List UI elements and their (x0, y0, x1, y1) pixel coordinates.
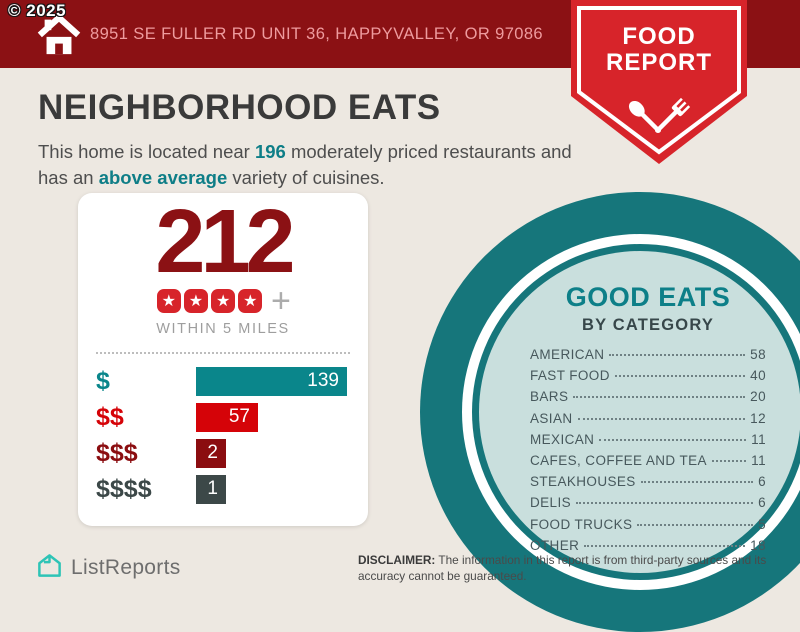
page-title: NEIGHBORHOOD EATS (38, 88, 441, 127)
category-value: 6 (758, 474, 766, 490)
category-value: 58 (750, 347, 766, 362)
badge-line2: REPORT (606, 49, 712, 76)
price-tier-bar: 1 (196, 474, 226, 504)
copyright-year: © 2025 (8, 1, 67, 20)
brand-logo: ListReports (36, 552, 181, 584)
food-report-ribbon: FOOD REPORT (570, 0, 748, 171)
category-value: 6 (758, 495, 766, 511)
price-tier-row: $$ 57 (96, 402, 350, 432)
price-tier-label: $$ (96, 402, 124, 431)
category-label: ASIAN (530, 410, 573, 426)
price-tier-label: $$$$ (96, 474, 152, 503)
price-tier-value: 1 (207, 478, 218, 500)
price-tier-row: $$$ 2 (96, 438, 350, 468)
category-label: FAST FOOD (530, 368, 610, 384)
dotted-leader (614, 375, 746, 378)
category-label: OTHER (530, 537, 580, 553)
price-tier-bar: 57 (196, 402, 258, 432)
category-value: 11 (751, 452, 766, 468)
good-eats-title: GOOD EATS (565, 282, 731, 312)
listreports-house-icon (36, 552, 63, 584)
property-address: 8951 SE FULLER RD UNIT 36, HAPPYVALLEY, … (90, 24, 544, 43)
price-tier-label: $$$ (96, 438, 138, 467)
price-tier-bar: 2 (196, 438, 226, 468)
disclaimer: DISCLAIMER: The information in this repo… (358, 553, 796, 585)
category-row: OTHER 18 (530, 538, 766, 559)
radius-caption: WITHIN 5 MILES (156, 320, 290, 337)
price-tier-value: 57 (228, 406, 250, 428)
total-restaurant-count: 212 (155, 192, 295, 292)
dotted-leader (711, 459, 747, 462)
price-tier-value: 139 (307, 370, 339, 392)
category-value: 11 (751, 431, 766, 447)
category-label: AMERICAN (530, 347, 605, 362)
home-icon (36, 11, 82, 62)
price-tier-value: 2 (207, 442, 218, 464)
category-row: DELIS 6 (530, 495, 766, 516)
category-value: 12 (750, 410, 766, 426)
category-row: BARS 20 (530, 389, 766, 410)
star-glyph: ★ (243, 290, 258, 310)
dotted-leader (584, 544, 746, 547)
price-tier-label: $ (96, 366, 110, 395)
category-value: 18 (750, 537, 766, 553)
star-glyph: ★ (188, 290, 204, 310)
star-icon: ★ (238, 288, 263, 313)
star-glyph: ★ (215, 290, 231, 310)
dotted-leader (640, 481, 754, 484)
disclaimer-text: The information in this report is from t… (358, 553, 767, 583)
dotted-divider (96, 351, 350, 354)
category-list: AMERICAN 58 FAST FOOD 40 BARS 20 ASIAN 12 MEXICA… (530, 347, 766, 559)
dotted-leader (573, 396, 746, 399)
category-label: FOOD TRUCKS (530, 516, 633, 532)
restaurant-summary-card: 212 ★ ★ ★ ★ + WITHIN 5 MILES $139 $$ 57 $$$ 2 $$$… (78, 193, 368, 526)
dotted-leader (609, 354, 746, 356)
subtitle-post: variety of cuisines. (227, 166, 385, 188)
subtitle-pre: This home is located near (38, 141, 255, 162)
star-icon: ★ (211, 288, 236, 313)
spoon-fork-crossed-icon (628, 97, 691, 133)
category-label: CAFES, COFFEE AND TEA (530, 452, 707, 468)
variety-highlight: above average (98, 166, 228, 188)
page-subtitle: This home is located near 196 moderately… (38, 139, 590, 190)
price-tier-row: $$$$ 1 (96, 474, 350, 504)
star-rating: ★ ★ ★ ★ + (78, 281, 368, 320)
plus-sign: + (270, 281, 291, 320)
category-row: STEAKHOUSES 6 (530, 474, 766, 495)
category-row: FAST FOOD 40 (530, 368, 766, 389)
price-tier-bar: 139 (196, 366, 347, 396)
good-eats-panel: GOOD EATS BY CATEGORY AMERICAN 58 FAST FOO… (530, 282, 766, 559)
dotted-leader (576, 502, 754, 505)
category-row: MEXICAN 11 (530, 432, 766, 453)
price-tier-bar-chart: $139 $$ 57 $$$ 2 $$$$ 1 (78, 366, 368, 504)
star-glyph: ★ (161, 290, 176, 310)
category-value: 20 (750, 389, 766, 405)
price-tier-row: $139 (96, 366, 350, 396)
category-row: FOOD TRUCKS 5 (530, 517, 766, 538)
disclaimer-label: DISCLAIMER: (358, 553, 436, 567)
category-label: MEXICAN (530, 431, 595, 447)
badge-line1: FOOD (622, 23, 695, 50)
circle-fill (479, 251, 800, 573)
category-value: 40 (750, 368, 766, 384)
good-eats-subtitle: BY CATEGORY (581, 316, 715, 334)
dotted-leader (599, 438, 747, 441)
star-icon: ★ (183, 288, 208, 313)
category-row: CAFES, COFFEE AND TEA 11 (530, 453, 766, 474)
category-row: ASIAN 12 (530, 411, 766, 432)
brand-name: ListReports (71, 556, 181, 579)
category-row: AMERICAN 58 (530, 347, 766, 368)
category-label: BARS (530, 389, 569, 405)
subtitle-mid: moderately priced restaurants and has an (38, 141, 572, 188)
category-label: DELIS (530, 495, 572, 511)
restaurant-count: 196 (254, 141, 286, 162)
star-icon: ★ (156, 288, 181, 313)
category-value: 5 (758, 516, 766, 532)
dotted-leader (577, 417, 746, 420)
category-label: STEAKHOUSES (530, 474, 636, 490)
dotted-leader (637, 523, 754, 526)
